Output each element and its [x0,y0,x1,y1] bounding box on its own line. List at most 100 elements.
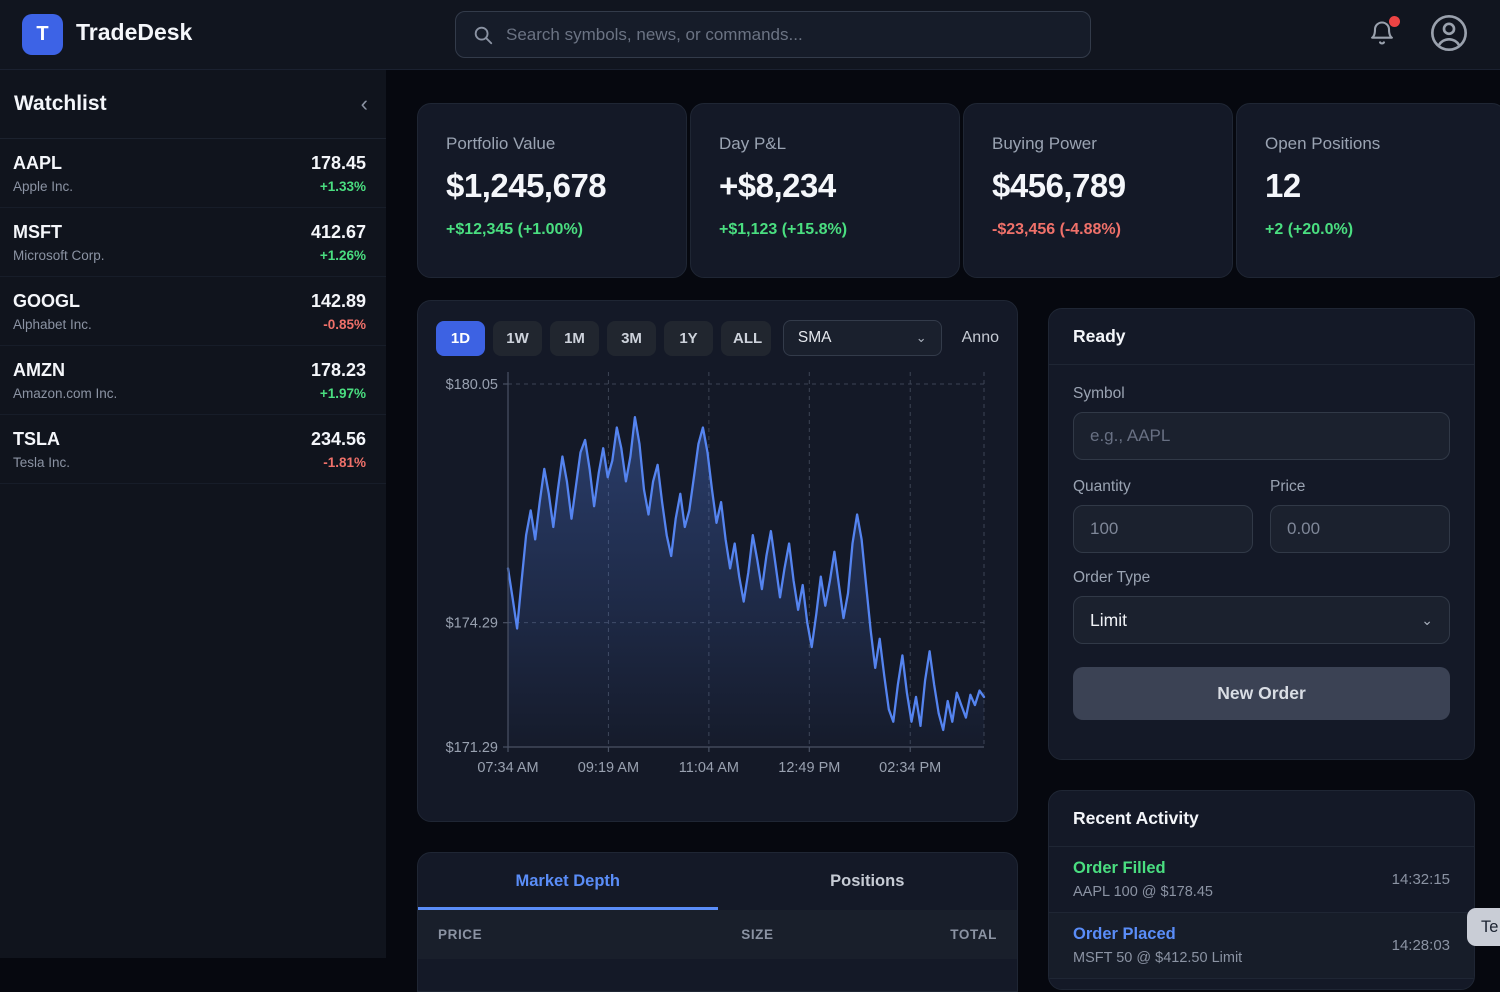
watchlist-row-msft[interactable]: MSFT Microsoft Corp. 412.67 +1.26% [0,208,386,277]
timeframe-button-all[interactable]: ALL [721,320,771,356]
column-size: SIZE [741,927,774,942]
symbol: MSFT [13,221,62,242]
column-total: TOTAL [950,927,997,942]
new-order-button[interactable]: New Order [1073,667,1450,720]
watchlist-row-amzn[interactable]: AMZN Amazon.com Inc. 178.23 +1.97% [0,346,386,415]
stat-value: $1,245,678 [446,167,607,204]
svg-text:$171.29: $171.29 [446,740,498,756]
watchlist-header: Watchlist ‹ [0,70,386,139]
stat-label: Buying Power [992,134,1097,153]
stat-card-portfolio-value: Portfolio Value $1,245,678 +$12,345 (+1.… [417,103,687,278]
recent-activity-panel: Recent Activity Order Filled AAPL 100 @ … [1048,790,1475,990]
tab-positions[interactable]: Positions [830,872,905,890]
chevron-down-icon: ⌄ [1421,611,1433,628]
timeframe-button-3m[interactable]: 3M [607,320,656,356]
symbol-label: Symbol [1073,385,1125,402]
bottom-tabs: Market Depth Positions [418,853,1017,910]
price-input[interactable] [1270,505,1450,553]
price-line-chart: $180.05 $174.29 $171.29 07:34 AM 09:19 AM 11:… [446,372,986,776]
change: +1.33% [319,178,366,194]
stat-label: Portfolio Value [446,134,556,153]
timeframe-button-1m[interactable]: 1M [550,320,599,356]
activity-time: 14:28:03 [1391,937,1450,954]
notification-badge [1389,16,1400,27]
svg-text:$180.05: $180.05 [446,377,498,393]
company-name: Microsoft Corp. [13,247,105,263]
company-name: Alphabet Inc. [13,316,92,332]
column-price: PRICE [438,927,483,942]
sidebar-collapse-icon[interactable]: ‹ [360,91,368,116]
search-input[interactable] [506,24,1074,45]
market-depth-panel: Market Depth Positions PRICE SIZE TOTAL [417,852,1018,992]
app-logo: T [22,14,63,55]
notifications-button[interactable] [1368,16,1400,52]
quantity-input[interactable] [1073,505,1253,553]
activity-title: Order Placed [1073,925,1176,943]
stat-change: -$23,456 (-4.88%) [992,221,1121,238]
watchlist-row-googl[interactable]: GOOGL Alphabet Inc. 142.89 -0.85% [0,277,386,346]
price: 178.23 [310,359,366,380]
activity-row-order-placed[interactable]: Order Placed MSFT 50 @ $412.50 Limit 14:… [1049,913,1474,979]
activity-row-order-filled[interactable]: Order Filled AAPL 100 @ $178.45 14:32:15 [1049,847,1474,913]
company-name: Amazon.com Inc. [13,385,118,401]
toast-notification-clipped[interactable]: Te [1467,908,1500,946]
price: 412.67 [310,221,366,242]
stat-change: +2 (+20.0%) [1265,221,1354,238]
indicator-select[interactable]: SMA ⌄ [782,320,942,356]
svg-text:11:04 AM: 11:04 AM [679,760,739,776]
price: 234.56 [310,428,366,449]
watchlist-sidebar: Watchlist ‹ AAPL Apple Inc. 178.45 +1.33… [0,70,386,958]
svg-text:12:49 PM: 12:49 PM [778,760,840,776]
user-avatar-icon [1431,15,1467,51]
chevron-down-icon: ⌄ [915,330,927,345]
tab-market-depth[interactable]: Market Depth [418,853,718,910]
company-name: Apple Inc. [13,178,74,194]
symbol: TSLA [13,428,60,449]
stat-value: 12 [1265,167,1301,204]
bell-icon [1371,21,1393,45]
company-name: Tesla Inc. [13,454,71,470]
stat-card-day-pnl: Day P&L +$8,234 +$1,123 (+15.8%) [690,103,960,278]
change: +1.26% [319,247,366,263]
svg-text:09:19 AM: 09:19 AM [578,760,639,776]
search-icon [474,26,493,44]
symbol: GOOGL [13,290,80,311]
change: -0.85% [323,316,366,332]
watchlist-row-tsla[interactable]: TSLA Tesla Inc. 234.56 -1.81% [0,415,386,484]
price: 178.45 [310,152,366,173]
price-chart-panel: 1D 1W 1M 3M 1Y ALL SMA ⌄ Anno $180.05 $17… [417,300,1018,822]
symbol: AMZN [13,359,65,380]
toast-text: Te [1481,917,1499,936]
stat-value: $456,789 [992,167,1126,204]
timeframe-button-1d[interactable]: 1D [436,320,485,356]
price: 142.89 [310,290,366,311]
price-label: Price [1270,478,1306,495]
annotate-button-clipped[interactable]: Anno [961,329,999,346]
stat-label: Open Positions [1265,134,1381,153]
chart-toolbar: 1D 1W 1M 3M 1Y ALL SMA ⌄ Anno [436,320,999,356]
indicator-selected-value: SMA [797,329,832,346]
watchlist-title: Watchlist [14,92,107,115]
order-type-label: Order Type [1073,569,1151,586]
stat-label: Day P&L [719,134,787,153]
order-entry-panel: Ready Symbol Quantity Price Order Type L… [1048,308,1475,760]
activity-detail: AAPL 100 @ $178.45 [1073,884,1213,900]
depth-table-header: PRICE SIZE TOTAL [418,910,1017,959]
svg-text:$174.29: $174.29 [446,616,498,632]
watchlist-row-aapl[interactable]: AAPL Apple Inc. 178.45 +1.33% [0,139,386,208]
order-type-select[interactable]: Limit ⌄ [1073,596,1450,644]
symbol-input[interactable] [1073,412,1450,460]
stat-change: +$1,123 (+15.8%) [719,221,848,238]
stats-row: Portfolio Value $1,245,678 +$12,345 (+1.… [417,103,1500,278]
user-avatar-button[interactable] [1429,13,1469,53]
svg-text:07:34 AM: 07:34 AM [477,760,538,776]
symbol: AAPL [13,152,62,173]
timeframe-button-1w[interactable]: 1W [493,320,542,356]
stat-card-buying-power: Buying Power $456,789 -$23,456 (-4.88%) [963,103,1233,278]
global-search[interactable] [455,11,1091,58]
quantity-label: Quantity [1073,478,1131,495]
order-type-selected-value: Limit [1090,609,1127,630]
activity-detail: MSFT 50 @ $412.50 Limit [1073,950,1243,966]
timeframe-button-1y[interactable]: 1Y [664,320,713,356]
stat-change: +$12,345 (+1.00%) [446,221,583,238]
